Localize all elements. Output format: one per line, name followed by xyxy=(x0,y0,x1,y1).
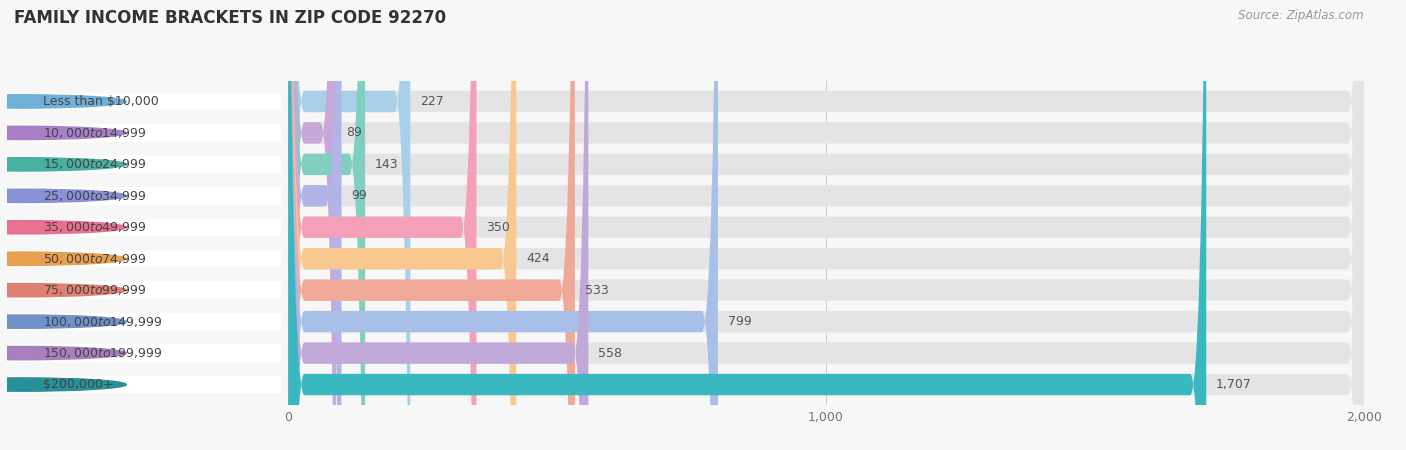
Text: $25,000 to $34,999: $25,000 to $34,999 xyxy=(42,189,146,203)
Text: 799: 799 xyxy=(728,315,751,328)
Text: 99: 99 xyxy=(352,189,367,202)
Text: Source: ZipAtlas.com: Source: ZipAtlas.com xyxy=(1239,9,1364,22)
FancyBboxPatch shape xyxy=(288,0,366,450)
Text: $150,000 to $199,999: $150,000 to $199,999 xyxy=(42,346,162,360)
FancyBboxPatch shape xyxy=(7,156,281,173)
Text: 533: 533 xyxy=(585,284,609,297)
Text: 227: 227 xyxy=(420,95,444,108)
Text: 350: 350 xyxy=(486,221,510,234)
Text: 558: 558 xyxy=(598,346,621,360)
Text: $10,000 to $14,999: $10,000 to $14,999 xyxy=(42,126,146,140)
Text: FAMILY INCOME BRACKETS IN ZIP CODE 92270: FAMILY INCOME BRACKETS IN ZIP CODE 92270 xyxy=(14,9,446,27)
Text: 424: 424 xyxy=(526,252,550,265)
Text: 1,707: 1,707 xyxy=(1216,378,1251,391)
Circle shape xyxy=(0,95,127,108)
FancyBboxPatch shape xyxy=(7,313,281,330)
Text: Less than $10,000: Less than $10,000 xyxy=(42,95,159,108)
FancyBboxPatch shape xyxy=(288,0,588,450)
FancyBboxPatch shape xyxy=(7,376,281,393)
FancyBboxPatch shape xyxy=(288,0,411,450)
Text: 89: 89 xyxy=(346,126,361,140)
Circle shape xyxy=(0,346,127,360)
Circle shape xyxy=(0,315,127,328)
FancyBboxPatch shape xyxy=(288,0,477,450)
Circle shape xyxy=(0,284,127,297)
Text: $200,000+: $200,000+ xyxy=(42,378,112,391)
FancyBboxPatch shape xyxy=(7,93,281,110)
FancyBboxPatch shape xyxy=(288,0,1364,450)
Text: $75,000 to $99,999: $75,000 to $99,999 xyxy=(42,283,146,297)
FancyBboxPatch shape xyxy=(288,0,342,450)
Circle shape xyxy=(0,189,127,202)
FancyBboxPatch shape xyxy=(288,0,1364,450)
FancyBboxPatch shape xyxy=(288,0,1206,450)
Text: $100,000 to $149,999: $100,000 to $149,999 xyxy=(42,315,162,328)
FancyBboxPatch shape xyxy=(288,0,1364,450)
FancyBboxPatch shape xyxy=(7,344,281,362)
FancyBboxPatch shape xyxy=(288,0,1364,450)
FancyBboxPatch shape xyxy=(288,0,575,450)
FancyBboxPatch shape xyxy=(7,219,281,236)
FancyBboxPatch shape xyxy=(288,0,1364,450)
Circle shape xyxy=(0,126,127,140)
Text: $35,000 to $49,999: $35,000 to $49,999 xyxy=(42,220,146,234)
FancyBboxPatch shape xyxy=(288,0,516,450)
Circle shape xyxy=(0,158,127,171)
Text: $50,000 to $74,999: $50,000 to $74,999 xyxy=(42,252,146,266)
FancyBboxPatch shape xyxy=(7,250,281,267)
Circle shape xyxy=(0,378,127,391)
Text: $15,000 to $24,999: $15,000 to $24,999 xyxy=(42,158,146,171)
FancyBboxPatch shape xyxy=(288,0,1364,450)
FancyBboxPatch shape xyxy=(288,0,1364,450)
FancyBboxPatch shape xyxy=(7,187,281,205)
FancyBboxPatch shape xyxy=(288,0,1364,450)
Circle shape xyxy=(0,252,127,266)
FancyBboxPatch shape xyxy=(7,124,281,142)
FancyBboxPatch shape xyxy=(288,0,336,450)
FancyBboxPatch shape xyxy=(288,0,1364,450)
FancyBboxPatch shape xyxy=(7,281,281,299)
FancyBboxPatch shape xyxy=(288,0,718,450)
Circle shape xyxy=(0,220,127,234)
Text: 143: 143 xyxy=(375,158,398,171)
FancyBboxPatch shape xyxy=(288,0,1364,450)
